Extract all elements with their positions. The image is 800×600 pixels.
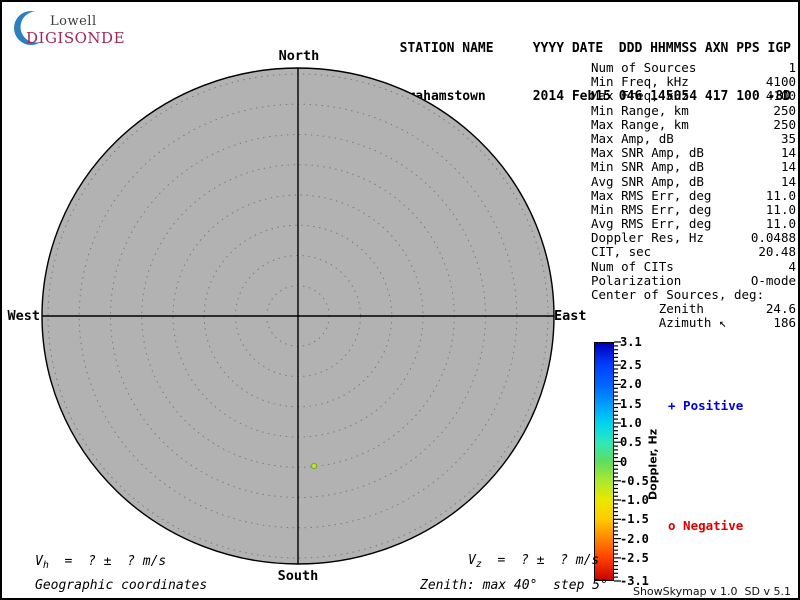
param-row: Max SNR Amp, dB 14	[591, 145, 796, 161]
param-value: 35	[780, 130, 796, 146]
coordinate-system-label: Geographic coordinates	[35, 578, 208, 593]
horizontal-velocity-readout: Vh = ? ± ? m/s	[35, 554, 167, 571]
param-row: Max RMS Err, deg 11.0	[591, 187, 796, 203]
colorbar-tick-label: -2.5	[620, 550, 649, 565]
software-version-label: ShowSkymap v 1.0 SD v 5.1	[632, 585, 791, 598]
vertical-velocity-readout: Vz = ? ± ? m/s	[468, 553, 600, 570]
param-row: Min RMS Err, deg 11.0	[591, 201, 796, 217]
param-value: 11.0	[765, 201, 796, 217]
colorbar-tick-label: -2.0	[620, 531, 649, 546]
param-label: Center of Sources, deg:	[591, 287, 765, 302]
colorbar-tick-label: -1.0	[620, 493, 649, 508]
param-label: Min Freq, kHz	[591, 74, 689, 90]
param-row: Max Range, km 250	[591, 116, 796, 132]
compass-label-south: South	[277, 568, 319, 584]
param-value: 11.0	[765, 187, 796, 203]
param-label: Avg SNR Amp, dB	[591, 173, 704, 189]
header-column-titles: STATION NAME YYYY DATE DDD HHMMSS AXN PP…	[399, 41, 791, 56]
colorbar-tick-label: -3.1	[620, 574, 649, 588]
doppler-colorbar	[594, 342, 614, 581]
param-label: Num of CITs	[591, 258, 674, 274]
param-value: 11.0	[765, 216, 796, 232]
param-row: Zenith 24.6	[591, 301, 796, 317]
param-label: Polarization	[591, 272, 682, 288]
param-row: Max Freq, kHz 4100	[591, 89, 796, 103]
param-label: Zenith	[591, 301, 704, 317]
legend-negative: o Negative	[668, 518, 744, 533]
param-row: Max Amp, dB 35	[591, 130, 796, 146]
param-label: CIT, sec	[591, 244, 652, 260]
colorbar-tick-label: 0	[620, 454, 628, 469]
zenith-scale-note: Zenith: max 40° step 5°	[420, 578, 608, 593]
param-row: Azimuth ↖ 186	[591, 316, 796, 330]
crescent-arc-icon	[14, 11, 52, 45]
lowell-digisonde-logo: Lowell DIGISONDE	[12, 7, 142, 49]
colorbar-tick-label: -1.5	[620, 512, 649, 527]
param-value: 14	[780, 173, 796, 189]
logo-text-lowell: Lowell	[50, 14, 97, 29]
compass-label-west: West	[7, 308, 40, 324]
param-value: 186	[773, 315, 796, 331]
param-row: Center of Sources, deg:	[591, 287, 796, 302]
param-value: 250	[773, 102, 796, 118]
doppler-source-point	[310, 462, 318, 470]
param-value: 4100	[765, 88, 796, 104]
colorbar-ticks	[614, 341, 621, 582]
colorbar-tick-label: 2.0	[620, 377, 642, 392]
legend-positive: + Positive	[668, 398, 744, 413]
param-label: Max RMS Err, deg	[591, 187, 712, 203]
param-label: Avg RMS Err, deg	[591, 216, 712, 232]
param-label: Min RMS Err, deg	[591, 201, 712, 217]
param-label: Max Freq, kHz	[591, 88, 689, 104]
colorbar-tick-label: 1.5	[620, 396, 642, 411]
param-label: Min Range, km	[591, 102, 689, 118]
param-row: Num of Sources 1	[591, 60, 796, 75]
param-row: Num of CITs 4	[591, 258, 796, 274]
param-label: Num of Sources	[591, 60, 697, 75]
param-value: 4100	[765, 74, 796, 90]
param-value: 14	[780, 159, 796, 175]
colorbar-tick-label: 0.5	[620, 435, 642, 450]
param-row: Polarization O-mode	[591, 272, 796, 288]
param-value: 1	[788, 60, 796, 75]
logo-text-digisonde: DIGISONDE	[26, 29, 126, 47]
colorbar-tick-label: 3.1	[620, 335, 642, 349]
param-label: Azimuth ↖	[591, 315, 727, 331]
param-row: Doppler Res, Hz 0.0488	[591, 231, 796, 245]
param-value: 20.48	[758, 244, 796, 260]
param-row: Min Range, km 250	[591, 102, 796, 118]
param-value: 14	[780, 145, 796, 161]
param-row: Avg RMS Err, deg 11.0	[591, 216, 796, 232]
param-value: 24.6	[765, 301, 796, 317]
param-label: Min SNR Amp, dB	[591, 159, 704, 175]
param-value: 4	[788, 258, 796, 274]
param-label: Doppler Res, Hz	[591, 230, 704, 246]
param-row: Min Freq, kHz 4100	[591, 74, 796, 90]
compass-label-east: East	[554, 308, 587, 324]
param-label: Max Amp, dB	[591, 130, 674, 146]
compass-label-north: North	[278, 48, 320, 64]
param-value: O-mode	[750, 272, 796, 288]
param-label: Max Range, km	[591, 116, 689, 132]
param-label: Max SNR Amp, dB	[591, 145, 704, 161]
param-row: Avg SNR Amp, dB 14	[591, 173, 796, 189]
param-row: CIT, sec 20.48	[591, 245, 796, 259]
measurement-parameter-list: Num of Sources 1 Min Freq, kHz 4100 Max Freq…	[591, 60, 796, 331]
colorbar-tick-label: 1.0	[620, 415, 642, 430]
colorbar-tick-label: 2.5	[620, 358, 642, 373]
colorbar-tick-label: -0.5	[620, 473, 649, 488]
param-value: 0.0488	[750, 230, 796, 246]
param-row: Min SNR Amp, dB 14	[591, 160, 796, 174]
param-value: 250	[773, 116, 796, 132]
